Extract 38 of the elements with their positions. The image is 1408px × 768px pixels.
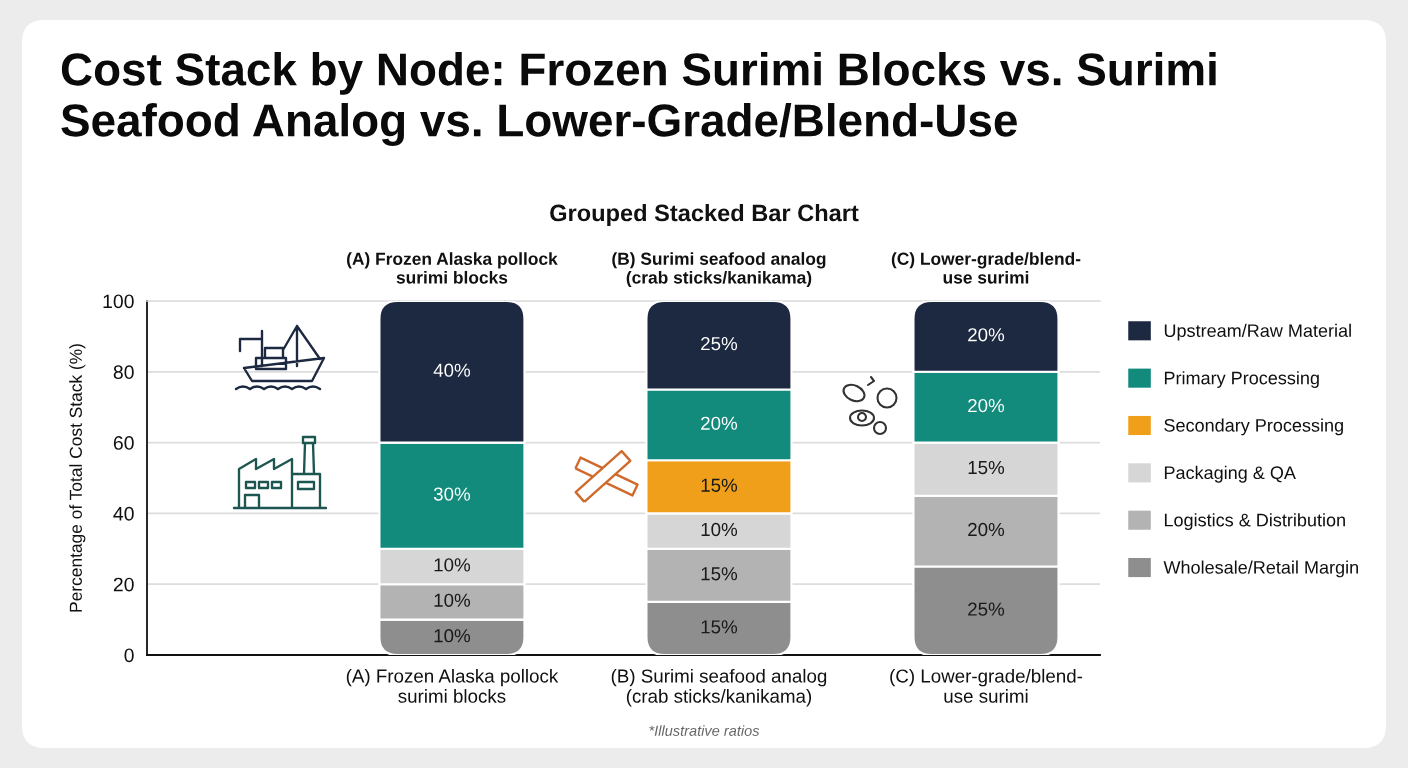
- category-label: (C) Lower-grade/blend- use surimi: [891, 252, 1081, 284]
- data-label: 20%: [968, 522, 1005, 537]
- data-label: 30%: [433, 487, 471, 501]
- data-label: 20%: [968, 398, 1005, 413]
- data-label: 10%: [434, 629, 471, 643]
- data-label: 10%: [434, 593, 471, 607]
- y-tick-label: 0: [124, 648, 134, 663]
- data-label: 15%: [968, 460, 1005, 475]
- data-label: 25%: [701, 337, 738, 351]
- legend-label: Primary Processing: [1164, 371, 1319, 388]
- legend-label: Secondary Processing: [1164, 418, 1343, 436]
- category-label: (B) Surimi seafood analog (crab sticks/kanikama): [612, 252, 826, 288]
- legend-label: Packaging & QA: [1164, 465, 1296, 483]
- y-tick-label: 80: [113, 365, 134, 380]
- chart-title: Cost Stack by Node: Frozen Surimi Blocks vs. Surimi Seafood Analog vs. Lower-Grade/Blend-Use: [61, 52, 1216, 146]
- y-tick-label: 100: [103, 294, 134, 309]
- data-label: 20%: [968, 328, 1005, 342]
- data-label: 10%: [701, 522, 738, 537]
- data-label: 15%: [701, 620, 738, 634]
- y-tick-label: 60: [113, 436, 134, 450]
- data-label: 40%: [433, 363, 471, 377]
- data-label: 25%: [968, 602, 1005, 616]
- y-tick-label: 40: [113, 506, 134, 521]
- text: *Illustrative ratios: [649, 725, 760, 736]
- y-tick-label: 20: [113, 577, 134, 592]
- legend-label: Wholesale/Retail Margin: [1163, 560, 1358, 578]
- data-label: 15%: [701, 567, 738, 581]
- legend-label: Logistics & Distribution: [1164, 513, 1345, 531]
- category-label: (A) Frozen Alaska pollock surimi blocks: [347, 252, 558, 284]
- chart-subtitle: Grouped Stacked Bar Chart: [550, 203, 859, 226]
- data-label: 15%: [701, 478, 738, 492]
- x-tick-label: (B) Surimi seafood analog (crab sticks/kanikama): [611, 668, 827, 707]
- data-label: 10%: [434, 558, 471, 572]
- data-label: 20%: [701, 416, 738, 430]
- y-axis-title: Percentage of Total Cost Stack (%): [69, 344, 86, 612]
- legend-label: Upstream/Raw Material: [1164, 323, 1351, 341]
- x-tick-label: (A) Frozen Alaska pollock surimi blocks: [346, 668, 559, 703]
- x-tick-label: (C) Lower-grade/blend- use surimi: [890, 668, 1083, 703]
